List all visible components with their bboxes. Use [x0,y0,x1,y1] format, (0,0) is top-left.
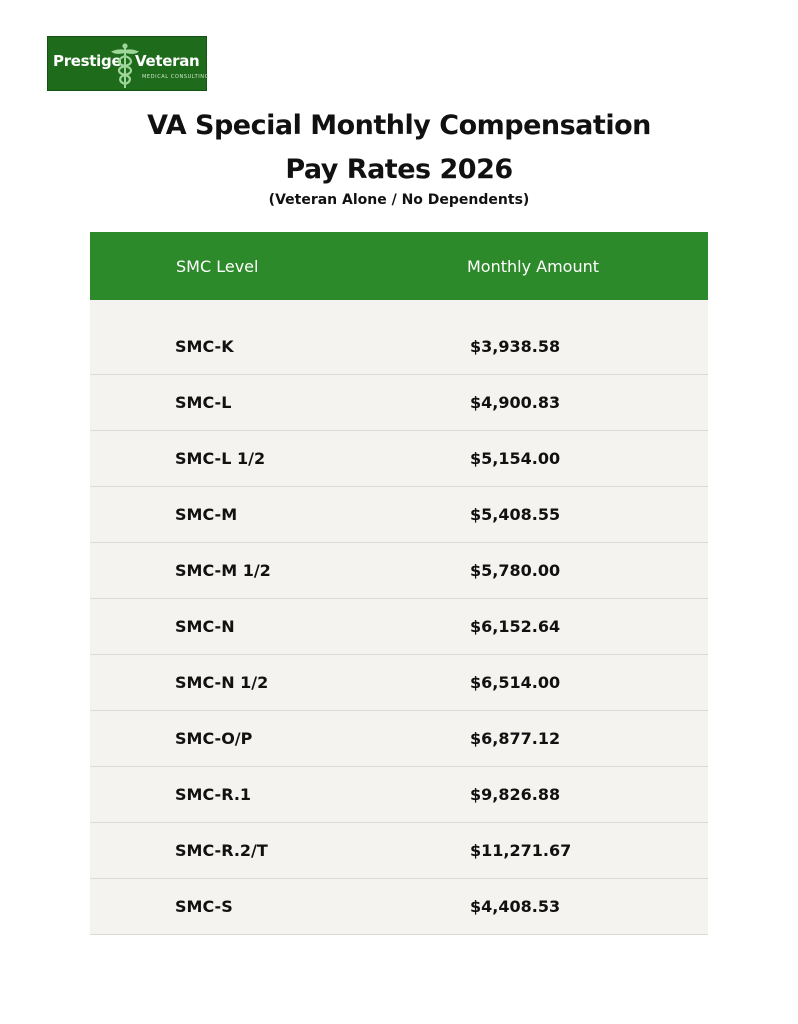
smc-level-cell: SMC-S [175,897,233,916]
column-header-monthly-amount: Monthly Amount [467,257,600,276]
logo-tagline: MEDICAL CONSULTING [142,74,210,80]
smc-level-cell: SMC-L [175,393,232,412]
monthly-amount-cell: $3,938.58 [470,337,561,356]
smc-level-cell: SMC-L 1/2 [175,449,266,468]
table-row: SMC-R.2/T $11,271.67 [90,823,708,879]
table-row: SMC-R.1 $9,826.88 [90,767,708,823]
page-title-line-2: Pay Rates 2026 [285,154,513,185]
table-row: SMC-M 1/2 $5,780.00 [90,543,708,599]
table-row: SMC-L 1/2 $5,154.00 [90,431,708,487]
monthly-amount-cell: $11,271.67 [470,841,572,860]
table-body: SMC-K $3,938.58 SMC-L $4,900.83 SMC-L 1/… [90,300,708,935]
monthly-amount-cell: $6,152.64 [470,617,561,636]
monthly-amount-cell: $4,408.53 [470,897,561,916]
table-header: SMC Level Monthly Amount [90,232,708,300]
smc-level-cell: SMC-O/P [175,729,253,748]
monthly-amount-cell: $5,780.00 [470,561,561,580]
table-row: SMC-L $4,900.83 [90,375,708,431]
smc-rates-table: SMC Level Monthly Amount SMC-K $3,938.58… [90,232,708,935]
table-row: SMC-O/P $6,877.12 [90,711,708,767]
brand-logo: Prestige Veteran MEDICAL CONSULTING [47,36,210,91]
smc-level-cell: SMC-M [175,505,238,524]
table-row: SMC-N $6,152.64 [90,599,708,655]
table-row: SMC-N 1/2 $6,514.00 [90,655,708,711]
smc-level-cell: SMC-K [175,337,234,356]
page-title-line-1: VA Special Monthly Compensation [147,110,651,141]
monthly-amount-cell: $6,877.12 [470,729,561,748]
smc-level-cell: SMC-R.1 [175,785,252,804]
monthly-amount-cell: $5,408.55 [470,505,561,524]
smc-level-cell: SMC-N 1/2 [175,673,269,692]
caduceus-icon [111,43,139,88]
smc-level-cell: SMC-R.2/T [175,841,268,860]
logo-word-right: Veteran [135,52,200,70]
monthly-amount-cell: $4,900.83 [470,393,561,412]
smc-level-cell: SMC-M 1/2 [175,561,271,580]
table-row: SMC-M $5,408.55 [90,487,708,543]
page-subtitle: (Veteran Alone / No Dependents) [268,192,530,208]
table-row: SMC-S $4,408.53 [90,879,708,935]
monthly-amount-cell: $6,514.00 [470,673,561,692]
logo-word-left: Prestige [53,52,122,70]
monthly-amount-cell: $9,826.88 [470,785,561,804]
column-header-smc-level: SMC Level [176,257,259,276]
smc-level-cell: SMC-N [175,617,235,636]
monthly-amount-cell: $5,154.00 [470,449,561,468]
table-row: SMC-K $3,938.58 [90,319,708,375]
